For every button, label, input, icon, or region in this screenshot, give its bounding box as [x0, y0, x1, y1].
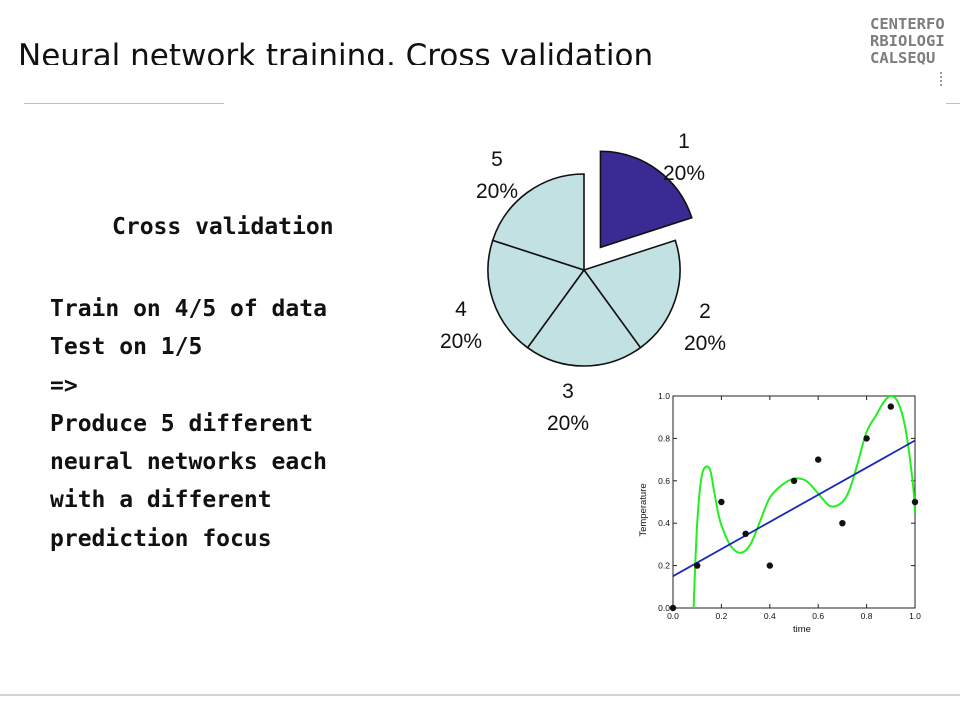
x-tick-label: 0.0 [667, 611, 679, 621]
data-point [790, 477, 798, 484]
data-point [766, 562, 773, 569]
body-line-4: Produce 5 different [50, 410, 314, 437]
body-text: Train on 4/5 of data Test on 1/5 => Prod… [50, 290, 327, 558]
y-tick-label: 0.0 [658, 603, 670, 613]
pie-label-1: 1 [678, 130, 690, 153]
pie-slice-5 [491, 173, 585, 272]
body-line-3: => [50, 372, 78, 399]
pie-slice-2 [582, 239, 681, 349]
data-point [863, 435, 870, 442]
title-underline-right [946, 103, 960, 104]
pie-percent-3: 20% [547, 412, 589, 435]
data-point [694, 562, 701, 569]
pie-percent-1: 20% [663, 162, 705, 185]
pie-percent-4: 20% [440, 330, 482, 353]
body-line-5: neural networks each [50, 449, 327, 476]
y-tick-label: 0.4 [658, 518, 670, 528]
y-axis-label: Temperature [638, 483, 649, 536]
pie-slice-4 [487, 239, 586, 349]
pie-label-4: 4 [455, 298, 467, 321]
title-underline-left [24, 103, 224, 104]
body-line-7: prediction focus [50, 525, 272, 552]
data-point [839, 520, 846, 527]
logo-line-1: CENTERFO [870, 15, 945, 33]
logo-mark [940, 72, 946, 86]
pie-label-3: 3 [562, 380, 574, 403]
pie-slice-1 [599, 150, 693, 249]
y-tick-label: 0.8 [658, 433, 670, 443]
pie-percent-2: 20% [684, 332, 726, 355]
logo-line-2: RBIOLOGI [870, 32, 945, 50]
slide-title-container: Neural network training. Cross validatio… [18, 32, 738, 65]
slide-title: Neural network training. Cross validatio… [18, 38, 654, 65]
data-point [718, 498, 725, 506]
logo-line-3: CALSEQU [870, 49, 936, 67]
y-tick-label: 1.0 [658, 391, 670, 401]
center-logo: CENTERFO RBIOLOGI CALSEQU [870, 16, 960, 67]
data-point [887, 403, 894, 410]
x-tick-label: 0.4 [764, 611, 776, 621]
x-tick-label: 0.2 [715, 611, 727, 621]
footer-divider [0, 694, 960, 696]
pie-percent-5: 20% [476, 180, 518, 203]
pie-label-5: 5 [491, 148, 503, 171]
body-line-2: Test on 1/5 [50, 334, 203, 361]
x-tick-label: 1.0 [909, 611, 921, 621]
y-tick-label: 0.6 [658, 476, 670, 486]
regression-line-series [672, 439, 916, 577]
pie-label-2: 2 [699, 300, 711, 323]
body-line-6: with a different [50, 487, 272, 514]
pie-slice-3 [526, 268, 642, 367]
y-tick-label: 0.2 [658, 561, 670, 571]
cross-validation-heading: Cross validation [112, 214, 334, 240]
data-point [669, 604, 677, 612]
plot-frame [672, 395, 916, 609]
body-line-1: Train on 4/5 of data [50, 296, 327, 322]
x-tick-label: 0.8 [861, 611, 873, 621]
data-point [815, 456, 822, 463]
x-tick-label: 0.6 [812, 611, 824, 621]
x-axis-label: time [793, 624, 811, 635]
data-point [911, 498, 919, 506]
fit-curve-series [692, 396, 915, 608]
data-point [742, 530, 749, 537]
